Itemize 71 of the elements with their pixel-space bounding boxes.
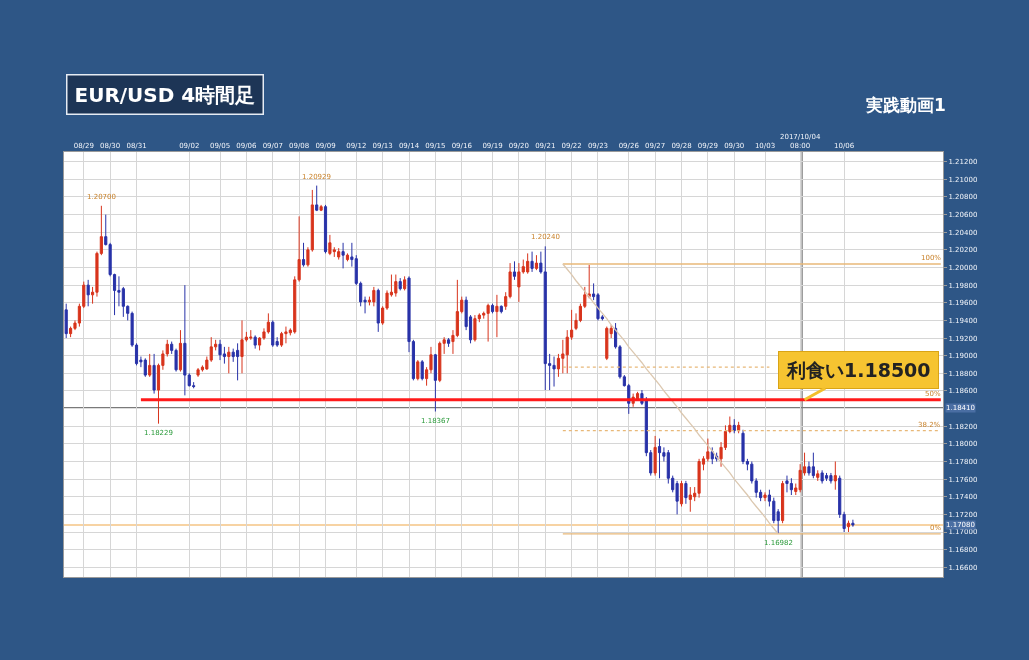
candlestick [284,326,288,344]
candlestick [337,247,341,261]
candlestick [218,339,222,361]
candlestick [530,251,534,273]
candlestick [473,314,477,343]
candlestick [271,319,275,348]
candlestick [372,286,376,307]
candlestick [403,275,407,291]
candlestick [851,519,855,528]
candlestick [679,480,684,507]
candlestick [227,346,231,374]
candlestick [376,288,380,333]
candlestick [398,277,402,291]
candlestick [605,326,609,361]
candlestick [315,185,319,212]
series-label: 利食い1.18500 [786,359,931,381]
candlestick [697,458,701,499]
candlestick [816,469,820,482]
candlestick [490,303,495,314]
chart-subtitle: 実践動画1 [865,95,946,115]
candlestick [152,353,156,395]
candlestick [732,418,736,434]
candlestick [684,480,688,505]
candlestick [833,460,837,491]
candlestick [785,475,789,493]
candlestick [86,279,90,307]
candlestick [526,252,530,275]
candlestick [824,472,829,482]
candlestick [688,486,692,513]
candlestick [829,472,833,485]
candlestick [143,357,147,378]
candlestick [486,303,490,343]
candlestick [512,260,517,281]
candlestick [183,284,187,396]
candlestick [811,452,815,479]
candlestick [438,341,442,383]
candlestick [148,353,152,378]
candlestick [710,446,714,465]
candlestick [328,234,332,256]
candlestick [846,520,851,533]
candlestick [495,294,499,338]
candlestick [433,353,437,412]
candlestick [552,356,556,388]
candlestick [279,331,284,348]
candlestick [301,242,306,268]
chart-title: EUR/USD 4時間足 [74,82,256,107]
candlestick [499,304,503,314]
candlestick [789,477,793,496]
candlestick [323,204,328,254]
candlestick [319,204,323,212]
candlestick [253,334,257,350]
candlestick [341,242,345,269]
candlestick [534,254,539,271]
candlestick [64,303,68,339]
candlestick [657,438,662,479]
candlestick [249,329,253,341]
candlestick [394,274,398,298]
candlestick [653,435,657,477]
candlestick [178,329,183,373]
candlestick [675,480,679,515]
candlestick [240,319,244,374]
candlestick [196,367,200,378]
candlestick [420,359,424,381]
candlestick [781,480,785,524]
candlestick [763,491,767,502]
candlestick [416,359,420,381]
candlestick [446,337,451,348]
candlestick [345,252,350,262]
candlestick [820,469,824,485]
candlestick [517,262,521,303]
line-series [562,263,779,535]
